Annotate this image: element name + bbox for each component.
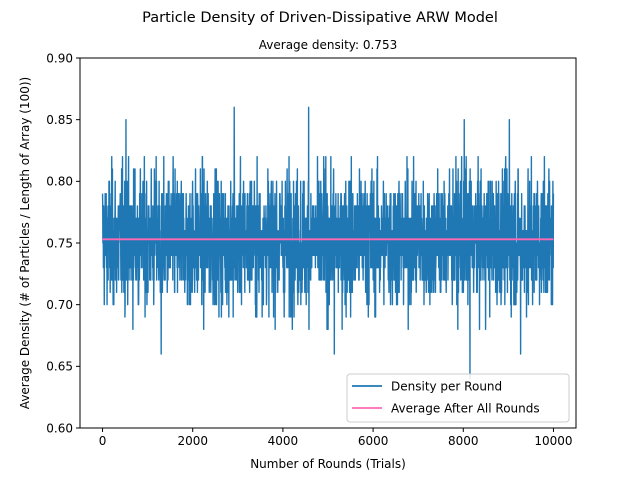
x-tick-label-1: 2000 bbox=[177, 434, 208, 448]
legend-box bbox=[346, 373, 570, 423]
y-tick-label-5: 0.85 bbox=[46, 113, 73, 127]
legend-label-average: Average After All Rounds bbox=[391, 402, 540, 416]
legend-label-density: Density per Round bbox=[391, 380, 502, 394]
y-tick-label-2: 0.70 bbox=[46, 298, 73, 312]
x-tick-label-5: 10000 bbox=[534, 434, 572, 448]
series-line-density bbox=[101, 106, 555, 380]
x-tick-label-3: 6000 bbox=[358, 434, 389, 448]
chart-title: Particle Density of Driven-Dissipative A… bbox=[142, 10, 498, 26]
x-tick-label-0: 0 bbox=[99, 434, 107, 448]
x-axis-label: Number of Rounds (Trials) bbox=[250, 457, 406, 471]
x-tick-label-4: 8000 bbox=[448, 434, 479, 448]
y-tick-label-3: 0.75 bbox=[46, 236, 73, 250]
y-tick-label-4: 0.80 bbox=[46, 175, 73, 189]
legend: Density per Round Average After All Roun… bbox=[346, 373, 570, 423]
y-tick-label-1: 0.65 bbox=[46, 360, 73, 374]
y-tick-label-0: 0.60 bbox=[46, 421, 73, 435]
y-tick-label-6: 0.90 bbox=[46, 51, 73, 65]
y-axis-label: Average Density (# of Particles / Length… bbox=[18, 77, 32, 409]
chart-subtitle: Average density: 0.753 bbox=[259, 38, 397, 52]
x-tick-label-2: 4000 bbox=[268, 434, 299, 448]
